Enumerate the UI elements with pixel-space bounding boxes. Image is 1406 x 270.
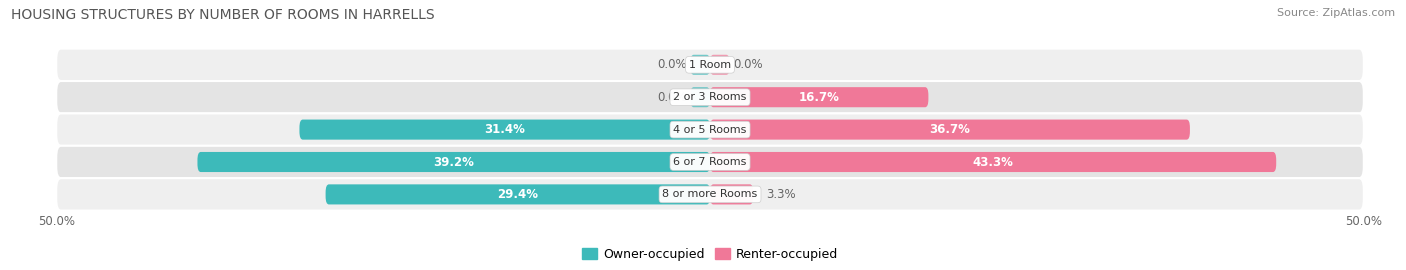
FancyBboxPatch shape [56, 49, 1364, 81]
Text: 16.7%: 16.7% [799, 91, 839, 104]
Text: 0.0%: 0.0% [734, 58, 763, 71]
Text: 0.0%: 0.0% [657, 91, 686, 104]
Legend: Owner-occupied, Renter-occupied: Owner-occupied, Renter-occupied [576, 243, 844, 266]
FancyBboxPatch shape [56, 113, 1364, 146]
Text: 1 Room: 1 Room [689, 60, 731, 70]
Text: 31.4%: 31.4% [484, 123, 526, 136]
Text: 3.3%: 3.3% [766, 188, 796, 201]
FancyBboxPatch shape [690, 87, 710, 107]
FancyBboxPatch shape [710, 87, 928, 107]
FancyBboxPatch shape [710, 152, 1277, 172]
FancyBboxPatch shape [197, 152, 710, 172]
Text: 2 or 3 Rooms: 2 or 3 Rooms [673, 92, 747, 102]
FancyBboxPatch shape [326, 184, 710, 204]
Text: 6 or 7 Rooms: 6 or 7 Rooms [673, 157, 747, 167]
Text: 29.4%: 29.4% [498, 188, 538, 201]
Text: 39.2%: 39.2% [433, 156, 474, 168]
FancyBboxPatch shape [690, 55, 710, 75]
FancyBboxPatch shape [56, 81, 1364, 113]
Text: 36.7%: 36.7% [929, 123, 970, 136]
FancyBboxPatch shape [56, 146, 1364, 178]
FancyBboxPatch shape [56, 178, 1364, 211]
Text: 4 or 5 Rooms: 4 or 5 Rooms [673, 124, 747, 135]
FancyBboxPatch shape [710, 184, 754, 204]
Text: 8 or more Rooms: 8 or more Rooms [662, 189, 758, 200]
Text: Source: ZipAtlas.com: Source: ZipAtlas.com [1277, 8, 1395, 18]
FancyBboxPatch shape [710, 120, 1189, 140]
Text: HOUSING STRUCTURES BY NUMBER OF ROOMS IN HARRELLS: HOUSING STRUCTURES BY NUMBER OF ROOMS IN… [11, 8, 434, 22]
Text: 0.0%: 0.0% [657, 58, 686, 71]
FancyBboxPatch shape [710, 55, 730, 75]
Text: 43.3%: 43.3% [973, 156, 1014, 168]
FancyBboxPatch shape [299, 120, 710, 140]
